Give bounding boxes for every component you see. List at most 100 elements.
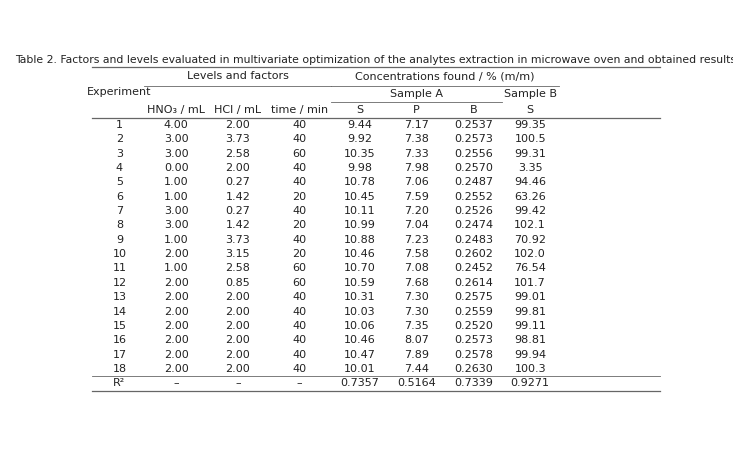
Text: 14: 14 — [112, 307, 127, 317]
Text: 3.00: 3.00 — [164, 220, 188, 230]
Text: 70.92: 70.92 — [514, 235, 546, 245]
Text: 3.35: 3.35 — [518, 163, 542, 173]
Text: 40: 40 — [292, 235, 306, 245]
Text: 102.0: 102.0 — [515, 249, 546, 259]
Text: 7.59: 7.59 — [404, 192, 429, 202]
Text: 0.2575: 0.2575 — [454, 292, 493, 302]
Text: 1.42: 1.42 — [226, 220, 251, 230]
Text: 0.9271: 0.9271 — [511, 379, 550, 389]
Text: 0.2483: 0.2483 — [454, 235, 493, 245]
Text: 20: 20 — [292, 220, 306, 230]
Text: 0.2474: 0.2474 — [454, 220, 493, 230]
Text: 3.00: 3.00 — [164, 134, 188, 144]
Text: 3.00: 3.00 — [164, 206, 188, 216]
Text: 60: 60 — [292, 149, 306, 159]
Text: 2.00: 2.00 — [226, 321, 250, 331]
Text: 40: 40 — [292, 177, 306, 187]
Text: 3.73: 3.73 — [226, 235, 250, 245]
Text: 0.7339: 0.7339 — [454, 379, 493, 389]
Text: 0.2452: 0.2452 — [454, 263, 493, 273]
Text: 60: 60 — [292, 263, 306, 273]
Text: 2.00: 2.00 — [164, 278, 188, 288]
Text: 2.00: 2.00 — [164, 249, 188, 259]
Text: 99.81: 99.81 — [514, 307, 546, 317]
Text: 4: 4 — [116, 163, 123, 173]
Text: 0.27: 0.27 — [226, 177, 251, 187]
Text: 8: 8 — [116, 220, 123, 230]
Text: 0.2552: 0.2552 — [454, 192, 493, 202]
Text: 10.31: 10.31 — [344, 292, 375, 302]
Text: 2.00: 2.00 — [164, 335, 188, 345]
Text: 0.2573: 0.2573 — [454, 134, 493, 144]
Text: HNO₃ / mL: HNO₃ / mL — [147, 105, 205, 115]
Text: 7.58: 7.58 — [404, 249, 429, 259]
Text: –: – — [174, 379, 179, 389]
Text: 3.73: 3.73 — [226, 134, 250, 144]
Text: 4.00: 4.00 — [164, 120, 188, 130]
Text: 6: 6 — [116, 192, 123, 202]
Text: HCl / mL: HCl / mL — [214, 105, 262, 115]
Text: 2.00: 2.00 — [164, 307, 188, 317]
Text: B: B — [470, 105, 477, 115]
Text: 0.2537: 0.2537 — [454, 120, 493, 130]
Text: 10.59: 10.59 — [344, 278, 375, 288]
Text: 2.00: 2.00 — [164, 321, 188, 331]
Text: 40: 40 — [292, 350, 306, 359]
Text: 2.00: 2.00 — [226, 163, 250, 173]
Text: 0.2578: 0.2578 — [454, 350, 493, 359]
Text: P: P — [413, 105, 420, 115]
Text: 0.5164: 0.5164 — [397, 379, 436, 389]
Text: R²: R² — [114, 379, 125, 389]
Text: 40: 40 — [292, 206, 306, 216]
Text: 11: 11 — [112, 263, 127, 273]
Text: 2.00: 2.00 — [226, 350, 250, 359]
Text: Sample A: Sample A — [390, 89, 443, 99]
Text: S: S — [356, 105, 364, 115]
Text: 0.27: 0.27 — [226, 206, 251, 216]
Text: 40: 40 — [292, 292, 306, 302]
Text: 2.00: 2.00 — [226, 307, 250, 317]
Text: 7.23: 7.23 — [404, 235, 429, 245]
Text: 10.99: 10.99 — [344, 220, 376, 230]
Text: 40: 40 — [292, 163, 306, 173]
Text: 40: 40 — [292, 364, 306, 374]
Text: 10.46: 10.46 — [344, 335, 375, 345]
Text: 99.01: 99.01 — [515, 292, 546, 302]
Text: Concentrations found / % (m/m): Concentrations found / % (m/m) — [356, 71, 534, 81]
Text: 40: 40 — [292, 134, 306, 144]
Text: 1.00: 1.00 — [164, 235, 188, 245]
Text: 2.00: 2.00 — [226, 335, 250, 345]
Text: 2.00: 2.00 — [164, 364, 188, 374]
Text: Levels and factors: Levels and factors — [187, 71, 289, 81]
Text: 7.20: 7.20 — [404, 206, 429, 216]
Text: 2.00: 2.00 — [226, 120, 250, 130]
Text: 0.2559: 0.2559 — [454, 307, 493, 317]
Text: 3.15: 3.15 — [226, 249, 250, 259]
Text: 2.58: 2.58 — [226, 263, 251, 273]
Text: 8.07: 8.07 — [404, 335, 429, 345]
Text: 2.00: 2.00 — [226, 292, 250, 302]
Text: 7.98: 7.98 — [404, 163, 429, 173]
Text: –: – — [297, 379, 302, 389]
Text: 5: 5 — [116, 177, 123, 187]
Text: 10.46: 10.46 — [344, 249, 375, 259]
Text: 7.89: 7.89 — [404, 350, 429, 359]
Text: 7: 7 — [116, 206, 123, 216]
Text: 10.88: 10.88 — [344, 235, 376, 245]
Text: 9: 9 — [116, 235, 123, 245]
Text: 0.2602: 0.2602 — [454, 249, 493, 259]
Text: 0.2526: 0.2526 — [454, 206, 493, 216]
Text: 9.92: 9.92 — [347, 134, 372, 144]
Text: 102.1: 102.1 — [515, 220, 546, 230]
Text: 40: 40 — [292, 321, 306, 331]
Text: 7.17: 7.17 — [404, 120, 429, 130]
Text: 1.00: 1.00 — [164, 192, 188, 202]
Text: 60: 60 — [292, 278, 306, 288]
Text: 7.33: 7.33 — [404, 149, 429, 159]
Text: 18: 18 — [112, 364, 127, 374]
Text: 1: 1 — [116, 120, 123, 130]
Text: 40: 40 — [292, 307, 306, 317]
Text: 101.7: 101.7 — [515, 278, 546, 288]
Text: 94.46: 94.46 — [514, 177, 546, 187]
Text: 0.85: 0.85 — [226, 278, 250, 288]
